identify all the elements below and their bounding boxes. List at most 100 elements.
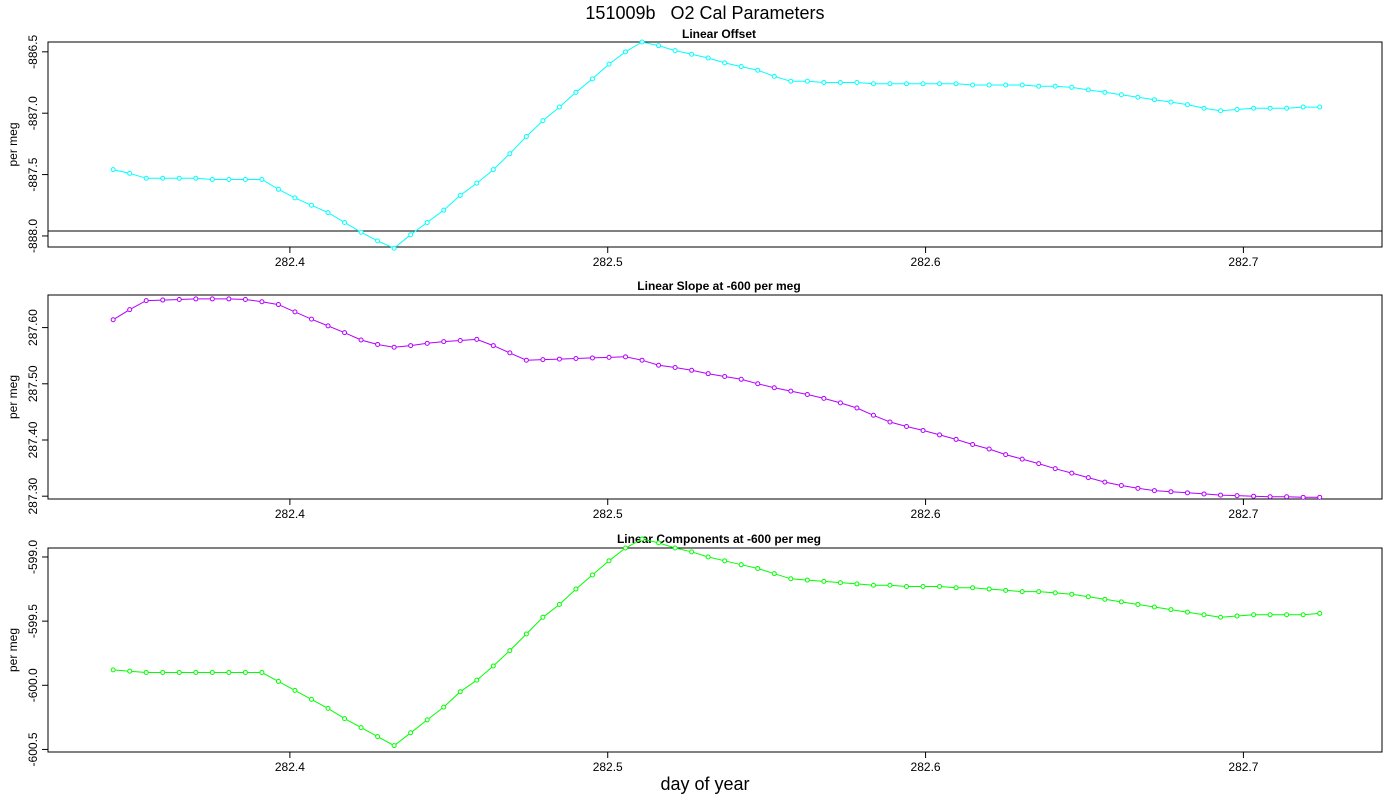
data-point <box>623 545 629 551</box>
data-point <box>457 192 463 198</box>
data-point <box>1036 589 1042 595</box>
data-point <box>1234 493 1240 499</box>
y-tick-label: -887.5 <box>26 157 40 191</box>
data-point <box>1218 614 1224 620</box>
data-point <box>870 412 876 418</box>
data-point <box>375 734 381 740</box>
data-point <box>176 669 182 675</box>
data-point <box>854 405 860 411</box>
data-point <box>771 385 777 391</box>
data-point <box>259 669 265 675</box>
data-point <box>375 341 381 347</box>
y-axis-label: per meg <box>6 375 20 419</box>
data-point <box>1184 609 1190 615</box>
data-point <box>375 238 381 244</box>
data-point <box>259 299 265 305</box>
data-point <box>556 104 562 110</box>
data-point <box>259 176 265 182</box>
data-point <box>1300 494 1306 500</box>
data-point <box>325 705 331 711</box>
x-tick-label: 282.7 <box>1228 507 1258 521</box>
x-tick-label: 282.4 <box>275 255 305 269</box>
data-point <box>160 669 166 675</box>
y-tick-label: -600.5 <box>26 732 40 766</box>
data-point <box>242 176 248 182</box>
data-point <box>275 678 281 684</box>
data-point <box>788 388 794 394</box>
data-point <box>1251 105 1257 111</box>
data-point <box>457 338 463 344</box>
data-point <box>1168 99 1174 105</box>
data-point <box>1052 83 1058 89</box>
data-point <box>606 61 612 67</box>
data-point <box>358 725 364 731</box>
y-axis-label: per meg <box>6 122 20 166</box>
data-point <box>1102 89 1108 95</box>
data-point <box>606 354 612 360</box>
x-tick-label: 282.5 <box>593 760 623 774</box>
data-point <box>870 81 876 87</box>
data-point <box>1201 491 1207 497</box>
data-point <box>209 669 215 675</box>
data-point <box>1151 604 1157 610</box>
data-point <box>837 80 843 86</box>
data-point <box>424 219 430 225</box>
data-point <box>573 356 579 362</box>
data-point <box>1251 612 1257 618</box>
x-tick-label: 282.4 <box>275 760 305 774</box>
data-point <box>490 343 496 349</box>
data-point <box>308 316 314 322</box>
data-point <box>342 219 348 225</box>
data-point <box>1201 105 1207 111</box>
y-tick-label: -886.5 <box>26 34 40 68</box>
data-point <box>358 337 364 343</box>
data-point <box>887 419 893 425</box>
data-point <box>953 436 959 442</box>
data-point <box>920 81 926 87</box>
panel-title: Linear Offset <box>682 27 756 41</box>
data-point <box>424 340 430 346</box>
data-point <box>127 170 133 176</box>
data-point <box>1003 587 1009 593</box>
data-point <box>1036 83 1042 89</box>
data-point <box>1102 479 1108 485</box>
data-point <box>970 441 976 447</box>
data-point <box>110 317 116 323</box>
x-axis-label: day of year <box>660 774 750 794</box>
data-point <box>209 296 215 302</box>
data-point <box>474 180 480 186</box>
data-point <box>540 614 546 620</box>
data-point <box>953 81 959 87</box>
data-point <box>110 167 116 173</box>
data-point <box>127 307 133 313</box>
data-point <box>1151 488 1157 494</box>
data-point <box>127 668 133 674</box>
data-point <box>523 357 529 363</box>
data-point <box>722 558 728 564</box>
data-point <box>887 81 893 87</box>
data-point <box>854 581 860 587</box>
data-point <box>1184 490 1190 496</box>
data-point <box>589 572 595 578</box>
data-point <box>755 67 761 73</box>
data-point <box>474 336 480 342</box>
y-tick-label: 287.60 <box>26 309 40 346</box>
data-point <box>1052 466 1058 472</box>
data-point <box>738 64 744 70</box>
data-point <box>1003 82 1009 88</box>
data-point <box>540 118 546 124</box>
data-point <box>738 376 744 382</box>
data-point <box>1168 607 1174 613</box>
data-point <box>1069 591 1075 597</box>
data-point <box>1069 470 1075 476</box>
data-point <box>573 586 579 592</box>
x-tick-label: 282.6 <box>911 255 941 269</box>
data-point <box>1085 87 1091 93</box>
data-point <box>1300 612 1306 618</box>
data-point <box>209 176 215 182</box>
data-point <box>771 571 777 577</box>
data-point <box>292 309 298 315</box>
data-point <box>342 716 348 722</box>
data-point <box>292 687 298 693</box>
data-point <box>1151 97 1157 103</box>
